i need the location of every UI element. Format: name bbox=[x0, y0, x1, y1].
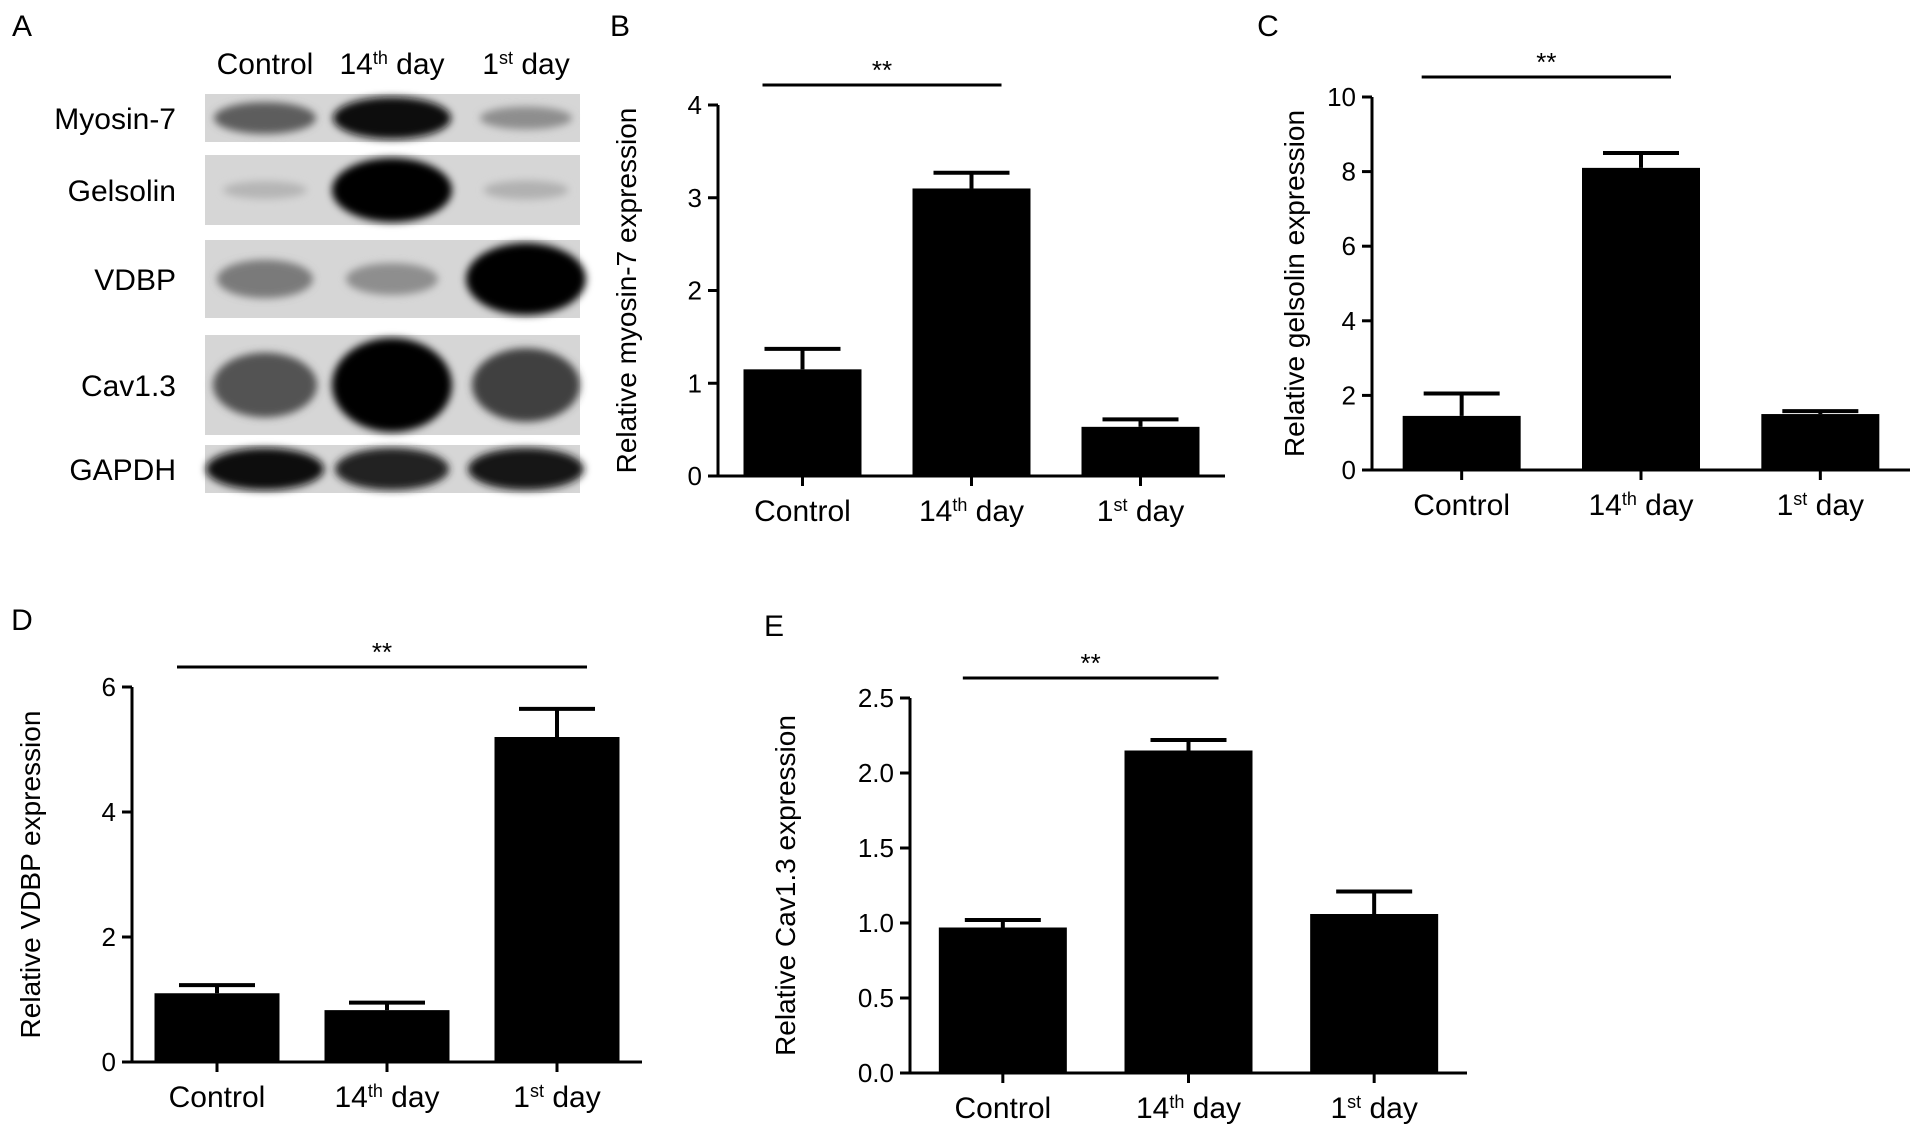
blot-protein-label: Myosin-7 bbox=[54, 103, 176, 136]
y-tick-label: 0.0 bbox=[858, 1058, 894, 1088]
y-axis-label: Relative Cav1.3 expression bbox=[770, 715, 801, 1056]
y-tick-label: 10 bbox=[1327, 82, 1356, 112]
y-tick-label: 2 bbox=[688, 276, 702, 306]
y-tick-label: 0 bbox=[688, 461, 702, 491]
blot-row-myosin-7: Myosin-7 bbox=[54, 94, 580, 142]
blot-band bbox=[468, 448, 584, 490]
y-tick-label: 6 bbox=[1342, 231, 1356, 261]
y-tick-label: 4 bbox=[102, 797, 116, 827]
western-blot-panel: Control 14th day 1st day Myosin-7 Gelsolin VD… bbox=[54, 48, 586, 493]
chart-c: 0 2 4 6 8 10 Relative gelsolin expression Contr… bbox=[1279, 47, 1910, 522]
y-tick-label: 2 bbox=[1342, 380, 1356, 410]
bar bbox=[494, 737, 620, 1062]
blot-protein-label: Cav1.3 bbox=[81, 370, 176, 403]
bar bbox=[1124, 750, 1253, 1073]
blot-band bbox=[335, 448, 449, 490]
blot-row-vdbp: VDBP bbox=[94, 240, 586, 318]
bar bbox=[743, 369, 862, 476]
blot-band bbox=[217, 259, 313, 299]
bar bbox=[1761, 414, 1880, 470]
blot-band bbox=[223, 181, 307, 199]
x-tick-label: Control bbox=[1413, 489, 1510, 522]
blot-band bbox=[206, 448, 324, 490]
blot-lane-label: 14th day bbox=[339, 48, 444, 81]
panel-letter-b: B bbox=[610, 10, 630, 43]
x-tick-label: Control bbox=[954, 1092, 1051, 1125]
blot-protein-label: Gelsolin bbox=[68, 175, 176, 208]
blot-band bbox=[332, 338, 452, 432]
blot-protein-label: VDBP bbox=[94, 264, 176, 297]
blot-band bbox=[483, 180, 569, 200]
y-tick-label: 0.5 bbox=[858, 983, 894, 1013]
y-axis-label: Relative myosin-7 expression bbox=[611, 108, 642, 474]
y-tick-label: 1.5 bbox=[858, 833, 894, 863]
y-tick-label: 0 bbox=[102, 1047, 116, 1077]
bar bbox=[1402, 415, 1521, 470]
x-tick-label: 1st day bbox=[1777, 489, 1864, 522]
significance-label: ** bbox=[1536, 47, 1556, 77]
x-tick-label: 14th day bbox=[1588, 489, 1693, 522]
x-tick-label: Control bbox=[754, 495, 851, 528]
blot-band bbox=[472, 348, 580, 422]
bar bbox=[912, 188, 1031, 476]
y-tick-label: 3 bbox=[688, 183, 702, 213]
x-tick-label: Control bbox=[169, 1081, 266, 1114]
blot-band bbox=[214, 102, 316, 134]
y-tick-label: 4 bbox=[1342, 306, 1356, 336]
blot-row-cav1-3: Cav1.3 bbox=[81, 335, 580, 435]
y-axis-label: Relative gelsolin expression bbox=[1279, 110, 1310, 457]
bar bbox=[1310, 914, 1439, 1073]
y-tick-label: 2.5 bbox=[858, 683, 894, 713]
panel-letter-e: E bbox=[764, 610, 784, 643]
x-tick-label: 14th day bbox=[334, 1081, 439, 1114]
chart-d: 0 2 4 6 Relative VDBP expression Control 14th … bbox=[15, 637, 642, 1114]
x-tick-label: 1st day bbox=[1097, 495, 1184, 528]
chart-b: 0 1 2 3 4 Relative myosin-7 expression Control… bbox=[611, 55, 1225, 528]
y-axis-label: Relative VDBP expression bbox=[15, 711, 46, 1039]
blot-band bbox=[466, 243, 586, 315]
significance-label: ** bbox=[872, 55, 892, 85]
y-tick-label: 6 bbox=[102, 672, 116, 702]
significance-label: ** bbox=[372, 637, 392, 667]
bar bbox=[1582, 167, 1700, 470]
blot-band bbox=[346, 263, 438, 295]
x-tick-label: 1st day bbox=[1330, 1092, 1417, 1125]
blot-lane-label: 1st day bbox=[482, 48, 569, 81]
significance-label: ** bbox=[1081, 648, 1101, 678]
x-tick-label: 14th day bbox=[919, 495, 1024, 528]
panel-letter-a: A bbox=[12, 10, 32, 43]
y-tick-label: 4 bbox=[688, 90, 702, 120]
bar bbox=[938, 927, 1067, 1073]
blot-band bbox=[333, 97, 451, 139]
y-tick-label: 2 bbox=[102, 922, 116, 952]
blot-lane-label: Control bbox=[217, 48, 314, 81]
y-tick-label: 8 bbox=[1342, 157, 1356, 187]
blot-row-gelsolin: Gelsolin bbox=[68, 155, 580, 225]
chart-e: 0.0 0.5 1.0 1.5 2.0 2.5 Relative Cav1.3 expres… bbox=[770, 648, 1467, 1125]
y-tick-label: 2.0 bbox=[858, 758, 894, 788]
y-tick-label: 0 bbox=[1342, 455, 1356, 485]
x-tick-label: 1st day bbox=[513, 1081, 600, 1114]
bar bbox=[1081, 426, 1200, 476]
blot-protein-label: GAPDH bbox=[69, 454, 176, 487]
y-tick-label: 1.0 bbox=[858, 908, 894, 938]
x-tick-label: 14th day bbox=[1136, 1092, 1241, 1125]
y-tick-label: 1 bbox=[688, 368, 702, 398]
blot-band bbox=[332, 158, 452, 222]
bar bbox=[154, 993, 280, 1062]
blot-band bbox=[213, 352, 317, 418]
blot-band bbox=[480, 106, 572, 130]
panel-letter-c: C bbox=[1257, 10, 1279, 43]
panel-letter-d: D bbox=[11, 604, 33, 637]
bar bbox=[324, 1010, 450, 1062]
blot-row-gapdh: GAPDH bbox=[69, 445, 584, 493]
bar-charts: A B C D E 0 1 2 3 4 Relative myosin-7 expression Co… bbox=[11, 10, 1910, 1125]
